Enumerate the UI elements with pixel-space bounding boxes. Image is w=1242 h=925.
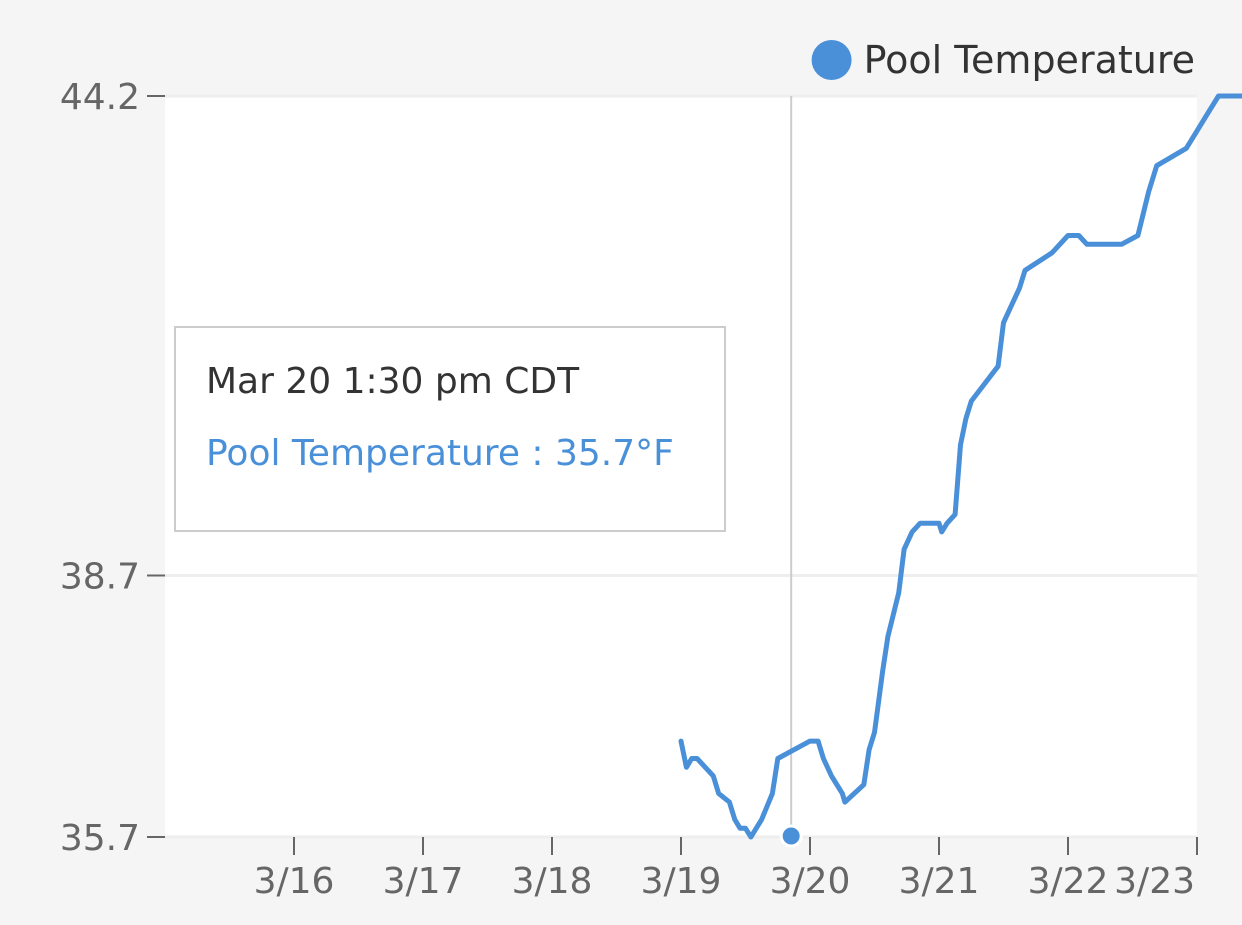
tooltip: Mar 20 1:30 pm CDT Pool Temperature : 35… (174, 326, 726, 532)
legend-swatch[interactable] (811, 40, 852, 80)
x-tick-label: 3/19 (641, 861, 722, 902)
series-layer (678, 93, 1242, 840)
x-axis: 3/16 3/17 3/18 3/19 3/20 3/21 3/22 3/23 (254, 837, 1198, 902)
y-axis: 35.7 38.7 44.2 (60, 77, 165, 859)
tooltip-data-point[interactable] (779, 824, 803, 848)
tooltip-time: Mar 20 1:30 pm CDT (206, 361, 580, 402)
y-tick-label: 38.7 (60, 556, 140, 597)
x-tick-label: 3/17 (383, 861, 464, 902)
x-tick-label: 3/22 (1028, 861, 1109, 902)
x-tick-label: 3/21 (899, 861, 980, 902)
legend-label-pool-temperature[interactable]: Pool Temperature (864, 38, 1195, 82)
y-tick-label: 44.2 (60, 77, 140, 118)
x-tick-label: 3/20 (770, 861, 851, 902)
x-tick-label: 3/23 (1114, 861, 1195, 902)
legend[interactable]: Pool Temperature (811, 38, 1195, 82)
y-tick-label: 35.7 (60, 818, 140, 859)
series-line-pool-temperature (678, 93, 1242, 840)
tooltip-value: Pool Temperature : 35.7°F (206, 433, 674, 474)
x-tick-label: 3/18 (512, 861, 593, 902)
x-tick-label: 3/16 (254, 861, 335, 902)
